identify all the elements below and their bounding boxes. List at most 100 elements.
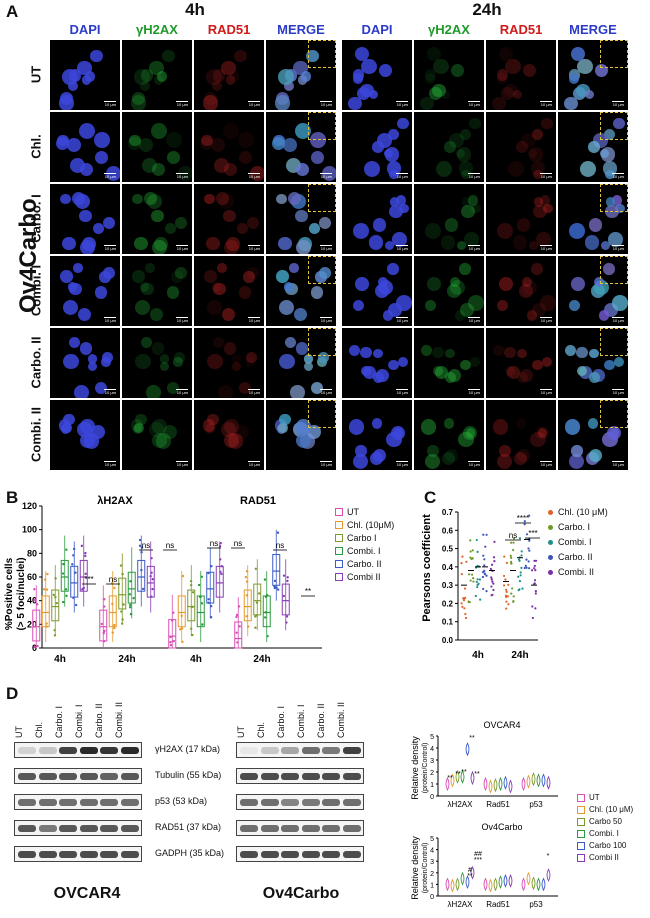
violin-shape (541, 773, 546, 788)
panel-c-point (523, 520, 526, 523)
legend-label: Carbo 100 (589, 841, 627, 850)
micrograph: 10 µm (486, 184, 556, 254)
panel-c-point (534, 559, 538, 562)
blot-band (301, 825, 320, 832)
scale-bar (176, 245, 188, 246)
scale-label: 10 µm (468, 390, 480, 395)
panel-c-point (506, 595, 509, 598)
panel-c-point (481, 570, 485, 574)
violin-ytick: 1 (430, 782, 434, 789)
inset-box (600, 400, 628, 428)
panel-b-point (102, 639, 106, 643)
panel-b-point (103, 629, 106, 633)
micrograph: 10 µm (342, 112, 412, 182)
blot-strip (14, 742, 142, 758)
scale-label: 10 µm (248, 318, 260, 323)
panel-b-point (210, 564, 213, 568)
column-label-0: DAPI (69, 22, 101, 37)
panel-b-box (234, 621, 243, 649)
panel-b-ytick: 100 (22, 525, 37, 535)
micrograph: 10 µm (50, 112, 120, 182)
time-title-4h: 4h (185, 0, 205, 19)
panel-d-bottom-ylabel-1: Relative density (410, 836, 420, 900)
scale-label: 10 µm (320, 174, 332, 179)
blot-band (260, 773, 279, 780)
panel-b-point (65, 594, 68, 598)
panel-b-box (137, 559, 146, 592)
micrograph: 10 µm (486, 40, 556, 110)
panel-c-ytick: 0.2 (442, 599, 454, 608)
blot-band (301, 773, 320, 780)
panel-c-point (464, 616, 468, 620)
panel-b-point (33, 598, 37, 601)
panel-b-point (128, 593, 132, 596)
blot-strip (14, 794, 142, 810)
scale-bar (396, 173, 408, 174)
scale-label: 10 µm (396, 390, 408, 395)
blot-band (100, 825, 118, 832)
panel-b-point (264, 611, 267, 614)
panel-b-point (263, 578, 267, 581)
panel-b-point (84, 551, 87, 555)
panel-c-point (531, 605, 534, 608)
micrograph: 10 µm (194, 112, 264, 182)
panel-c-point (512, 548, 515, 552)
blot-band (240, 773, 258, 780)
micrograph: 10 µm (194, 328, 264, 398)
micrograph: 10 µm (486, 328, 556, 398)
panel-c-point (469, 556, 472, 559)
panel-c-point (510, 541, 513, 544)
panel-b-point (100, 622, 103, 626)
panel-c-point (519, 574, 522, 577)
panel-b-point (218, 545, 222, 548)
panel-b-point (84, 572, 87, 575)
panel-c-point (533, 579, 537, 582)
micrograph: 10 µm (122, 400, 192, 470)
panel-b-point (254, 567, 258, 570)
panel-b-box (118, 577, 127, 610)
panel-c-point (505, 590, 508, 593)
micrograph: 10 µm (266, 328, 336, 398)
panel-b-point (286, 579, 289, 583)
blot-band (240, 747, 258, 754)
scale-bar (176, 101, 188, 102)
panel-c-point (517, 575, 520, 578)
panel-c-point (505, 607, 508, 610)
panel-c-point (531, 569, 534, 572)
legend-label: UT (589, 793, 600, 802)
panel-c-point (492, 588, 495, 592)
panel-c-point (490, 576, 493, 579)
violin-shape (493, 877, 498, 892)
cell-line-label: Ov4Carbo (15, 198, 42, 313)
blot-band (59, 747, 77, 754)
violin-shape (526, 871, 531, 886)
micrograph: 10 µm (266, 400, 336, 470)
blot-band (38, 799, 57, 806)
panel-b-point (138, 538, 142, 542)
panel-b-point (54, 577, 57, 580)
legend-label: Chl. (10 μM) (558, 507, 608, 517)
panel-c-point (470, 557, 473, 561)
blot-band (38, 773, 57, 780)
violin-shape (521, 877, 526, 892)
column-label-2: RAD51 (499, 22, 543, 37)
panel-b-point (220, 572, 223, 576)
panel-b-point (74, 603, 78, 607)
micrograph: 10 µm (122, 184, 192, 254)
legend-label: Combi. I (589, 829, 619, 838)
legend-swatch (548, 509, 553, 515)
violin-shape (498, 776, 503, 792)
panel-b-point (181, 575, 184, 578)
panel-c-ytick: 0.7 (442, 508, 454, 517)
micrograph: 10 µm (50, 328, 120, 398)
violin-shape (508, 779, 513, 794)
panel-b-point (149, 574, 152, 578)
panel-c-point (491, 580, 494, 583)
panel-b-point (120, 610, 123, 613)
panel-b-annotation: ns (210, 539, 218, 548)
panel-b-point (113, 626, 116, 630)
violin-annotation: ## (474, 851, 482, 858)
scale-bar (468, 461, 480, 462)
scale-bar (396, 101, 408, 102)
panel-b-xlabel: 4h (190, 654, 202, 665)
